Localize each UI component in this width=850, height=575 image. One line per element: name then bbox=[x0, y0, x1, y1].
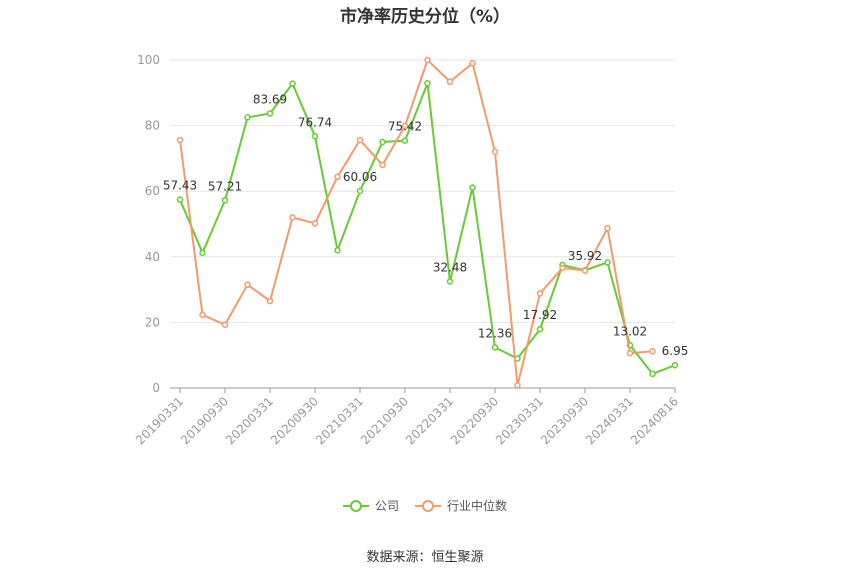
x-tick-label: 20220331 bbox=[403, 394, 456, 447]
y-tick-label: 40 bbox=[145, 250, 160, 264]
data-labels: 57.43 57.21 83.69 76.74 60.06 75.42 32.48 12.36… bbox=[163, 92, 689, 358]
data-point[interactable] bbox=[469, 60, 476, 67]
data-point[interactable] bbox=[536, 325, 544, 333]
data-point[interactable] bbox=[379, 161, 386, 169]
data-point[interactable] bbox=[424, 56, 431, 64]
data-point[interactable] bbox=[266, 297, 274, 305]
data-point[interactable] bbox=[626, 349, 634, 357]
legend-industry-label: 行业中位数 bbox=[447, 499, 508, 513]
series-line-0 bbox=[179, 81, 676, 376]
y-tick-label: 80 bbox=[145, 119, 160, 133]
y-tick-label: 60 bbox=[145, 184, 160, 198]
data-point[interactable] bbox=[604, 259, 611, 266]
x-tick-label: 20230331 bbox=[493, 394, 546, 447]
data-label: 76.74 bbox=[298, 115, 332, 129]
data-point[interactable] bbox=[469, 184, 476, 191]
chart-title: 市净率历史分位（%） bbox=[339, 7, 511, 27]
data-point[interactable] bbox=[649, 370, 656, 378]
data-label: 6.95 bbox=[662, 344, 689, 358]
data-point[interactable] bbox=[491, 148, 499, 156]
data-point[interactable] bbox=[514, 382, 521, 389]
data-label: 60.06 bbox=[343, 170, 377, 184]
data-point[interactable] bbox=[221, 321, 229, 328]
y-tick-label: 20 bbox=[145, 315, 160, 329]
data-point[interactable] bbox=[536, 290, 544, 297]
data-point[interactable] bbox=[491, 344, 499, 351]
data-point[interactable] bbox=[176, 136, 184, 144]
data-point[interactable] bbox=[356, 136, 364, 144]
y-tick-label: 100 bbox=[137, 53, 160, 67]
data-label: 75.42 bbox=[388, 120, 422, 134]
data-point[interactable] bbox=[559, 264, 566, 272]
data-point[interactable] bbox=[671, 361, 679, 369]
x-tick-label: 20200930 bbox=[268, 394, 321, 447]
legend-item-company[interactable]: 公司 bbox=[342, 497, 399, 514]
series-line-1 bbox=[179, 58, 653, 386]
x-tick-label: 20210930 bbox=[358, 394, 411, 447]
y-tick-label: 0 bbox=[152, 381, 160, 395]
data-point[interactable] bbox=[424, 80, 431, 87]
data-point[interactable] bbox=[446, 78, 454, 85]
line-chart: 0 20 40 60 80 100 2019033120190930202003312020… bbox=[133, 53, 689, 447]
data-source: 数据来源：恒生聚源 bbox=[366, 550, 484, 565]
data-point[interactable] bbox=[311, 220, 319, 227]
data-point[interactable] bbox=[221, 197, 229, 204]
data-point[interactable] bbox=[446, 278, 454, 285]
x-tick-label: 20190930 bbox=[178, 394, 231, 447]
data-point[interactable] bbox=[289, 80, 296, 87]
data-point[interactable] bbox=[649, 348, 656, 355]
legend-industry-icon bbox=[415, 499, 441, 512]
data-point[interactable] bbox=[311, 133, 319, 140]
data-point[interactable] bbox=[199, 249, 206, 257]
data-point[interactable] bbox=[244, 281, 251, 288]
data-label: 12.36 bbox=[478, 326, 512, 340]
data-point[interactable] bbox=[176, 196, 184, 203]
legend-company-icon bbox=[342, 499, 369, 512]
data-label: 83.69 bbox=[253, 92, 287, 106]
data-label: 17.92 bbox=[523, 308, 557, 322]
x-tick-label: 20240331 bbox=[583, 394, 636, 447]
data-point[interactable] bbox=[289, 214, 296, 221]
data-point[interactable] bbox=[334, 246, 341, 254]
data-point[interactable] bbox=[581, 267, 589, 274]
data-label: 13.02 bbox=[613, 324, 647, 338]
data-point[interactable] bbox=[604, 225, 611, 232]
data-point[interactable] bbox=[379, 138, 386, 146]
series-lines bbox=[176, 56, 679, 389]
data-point[interactable] bbox=[199, 311, 206, 319]
data-point[interactable] bbox=[401, 137, 409, 144]
data-label: 57.21 bbox=[208, 179, 242, 193]
data-label: 35.92 bbox=[568, 249, 602, 263]
data-point[interactable] bbox=[244, 114, 251, 121]
legend-company-label: 公司 bbox=[374, 499, 399, 513]
data-point[interactable] bbox=[266, 110, 274, 117]
legend: 公司 行业中位数 bbox=[0, 497, 850, 514]
legend-item-industry-median[interactable]: 行业中位数 bbox=[415, 497, 507, 514]
x-tick-label: 20220930 bbox=[448, 394, 501, 447]
x-tick-label: 20210331 bbox=[313, 394, 366, 447]
x-tick-label: 20200331 bbox=[223, 394, 276, 447]
data-label: 32.48 bbox=[433, 260, 467, 274]
x-tick-label: 20240816 bbox=[628, 394, 681, 447]
data-point[interactable] bbox=[401, 122, 409, 130]
data-label: 57.43 bbox=[163, 179, 197, 193]
x-tick-label: 20190331 bbox=[133, 394, 186, 447]
grid-lines bbox=[170, 59, 675, 323]
x-tick-label: 20230930 bbox=[538, 394, 591, 447]
data-point[interactable] bbox=[356, 187, 364, 195]
data-point[interactable] bbox=[334, 173, 341, 181]
